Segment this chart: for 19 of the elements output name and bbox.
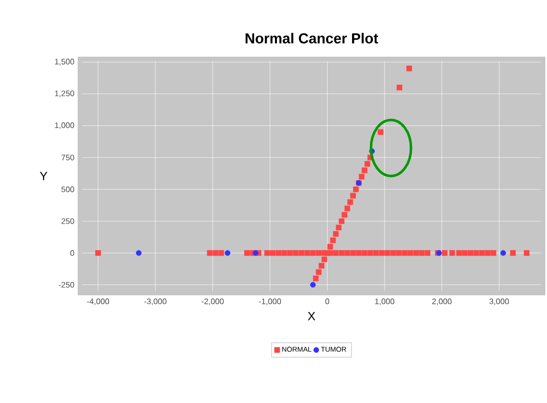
y-tick-label: 250 bbox=[62, 218, 74, 224]
y-tick-label: 500 bbox=[61, 186, 74, 192]
x-tick-label: 1,000 bbox=[375, 298, 394, 306]
y-tick-label: 0 bbox=[70, 250, 74, 256]
x-tick-label: -1,000 bbox=[258, 298, 281, 306]
x-axis-title: X bbox=[308, 312, 316, 320]
x-tick-label: 0 bbox=[325, 298, 330, 304]
y-tick-label: 750 bbox=[62, 154, 74, 160]
x-tick-label: -4,000 bbox=[87, 298, 110, 306]
y-tick-label: 1,500 bbox=[55, 58, 74, 66]
x-tick-label: -2,000 bbox=[202, 298, 224, 306]
y-tick-label: -250 bbox=[58, 282, 74, 288]
y-axis-title: Y bbox=[40, 172, 48, 180]
y-tick-label: 1,250 bbox=[55, 90, 74, 98]
x-tick-label: 3,000 bbox=[489, 298, 509, 306]
chart-title: Normal Cancer Plot bbox=[246, 32, 378, 44]
y-tick-label: 1,000 bbox=[55, 122, 74, 130]
x-tick-label: 2,000 bbox=[432, 298, 452, 306]
x-tick-label: -3,000 bbox=[144, 298, 166, 306]
